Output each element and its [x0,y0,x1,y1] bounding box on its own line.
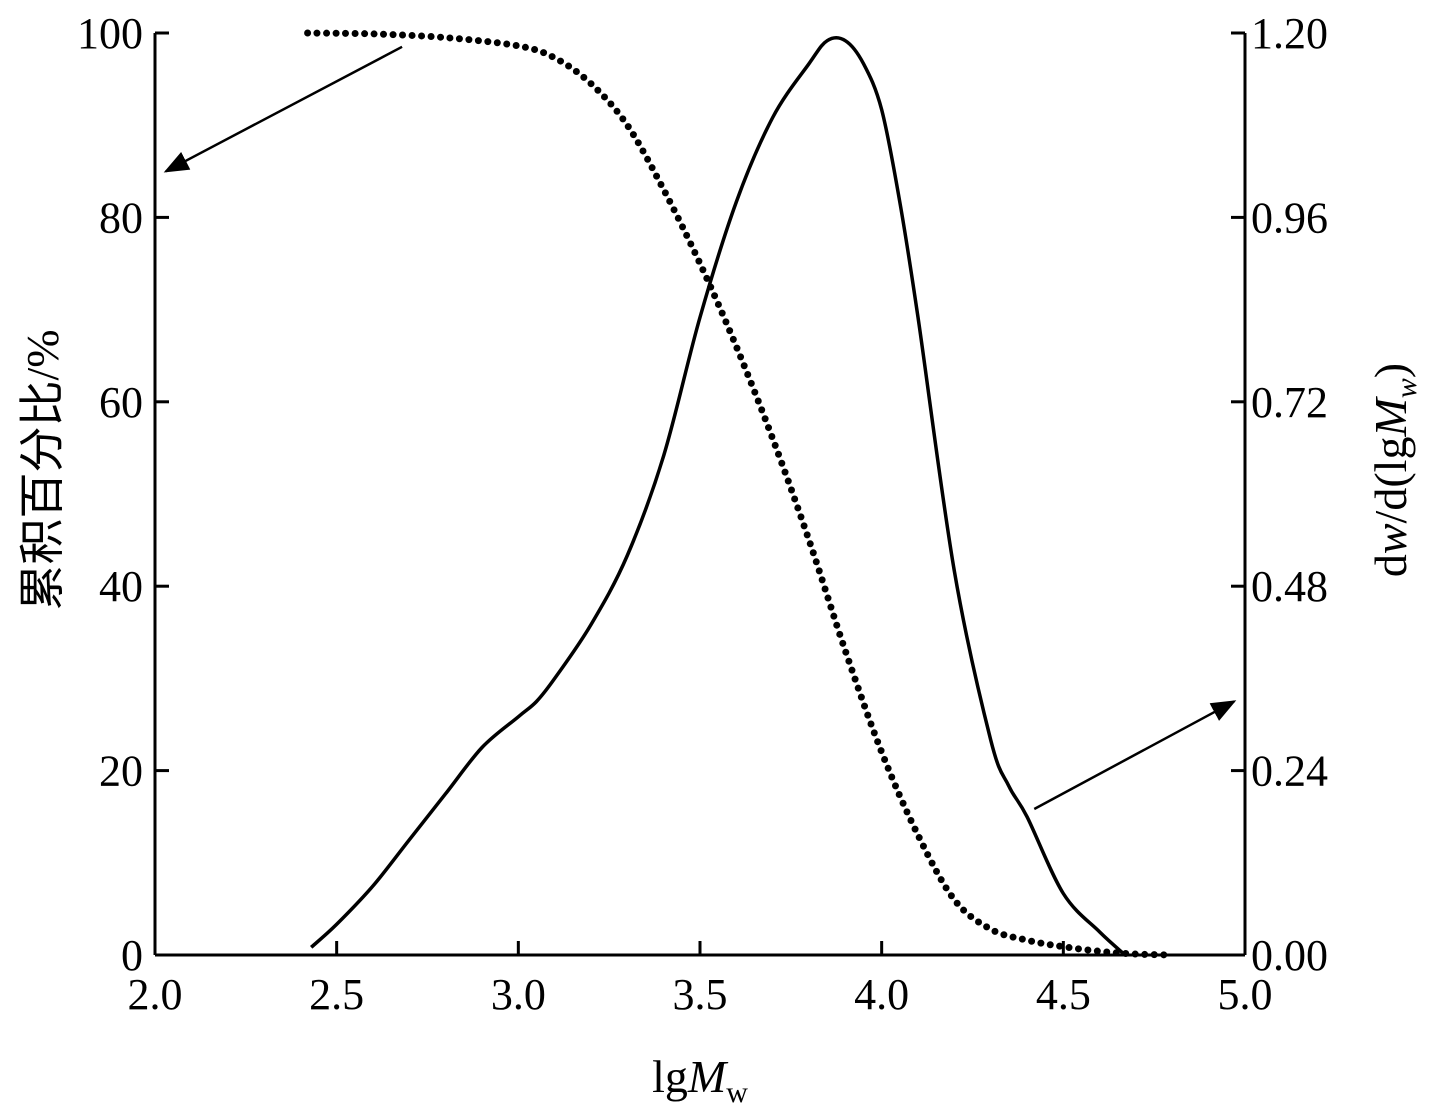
left-y-tick-label: 100 [77,9,143,58]
right-y-tick-label: 0.96 [1251,193,1328,242]
x-tick-label: 4.0 [854,970,909,1019]
left-y-tick-label: 20 [99,747,143,796]
series-layer [304,29,1176,959]
x-tick-label: 4.5 [1036,970,1091,1019]
right-y-tick-label: 1.20 [1251,9,1328,58]
right-y-tick-label: 0.48 [1251,562,1328,611]
x-tick-label: 3.5 [673,970,728,1019]
plot-frame [153,33,1247,957]
left-y-tick-label: 40 [99,562,143,611]
x-axis-title: lgMw [652,1051,748,1109]
right-y-axis-ticks: 0.00 0.24 0.48 0.72 0.96 1.20 [1231,9,1328,980]
arrow-to-left-axis [163,45,403,173]
right-y-axis-title-mid: /d(lg [1365,437,1416,524]
x-axis-title-italic: M [687,1051,729,1102]
right-y-tick-label: 0.24 [1251,747,1328,796]
left-y-axis-title: 累积百分比/% [17,329,68,610]
distribution-line [310,36,1127,957]
x-tick-label: 3.0 [491,970,546,1019]
cumulative-percentage-line [304,29,1176,959]
right-y-axis-title-M: M [1365,396,1416,438]
left-y-tick-label: 0 [121,931,143,980]
arrow-to-right-axis [1033,700,1237,811]
right-y-axis-title: dw/d(lgMw) [1365,363,1423,577]
x-axis-title-sub: w [726,1076,748,1109]
x-tick-label: 2.5 [309,970,364,1019]
left-y-axis-ticks: 0 20 40 60 80 100 [77,9,169,980]
right-y-tick-label: 0.00 [1251,931,1328,980]
annotation-layer [163,45,1237,811]
x-axis-ticks: 2.0 2.5 3.0 3.5 4.0 4.5 5.0 [128,941,1273,1019]
right-y-tick-label: 0.72 [1251,378,1328,427]
left-y-tick-label: 60 [99,378,143,427]
right-y-axis-title-post: ) [1365,363,1416,378]
x-tick-label: 2.0 [128,970,183,1019]
right-y-axis-title-w: w [1365,523,1416,554]
x-tick-label: 5.0 [1218,970,1273,1019]
left-y-tick-label: 80 [99,193,143,242]
x-axis-title-main: lg [652,1051,688,1102]
right-y-axis-title-sub: w [1390,378,1423,398]
right-y-axis-title-pre: d [1365,554,1416,577]
